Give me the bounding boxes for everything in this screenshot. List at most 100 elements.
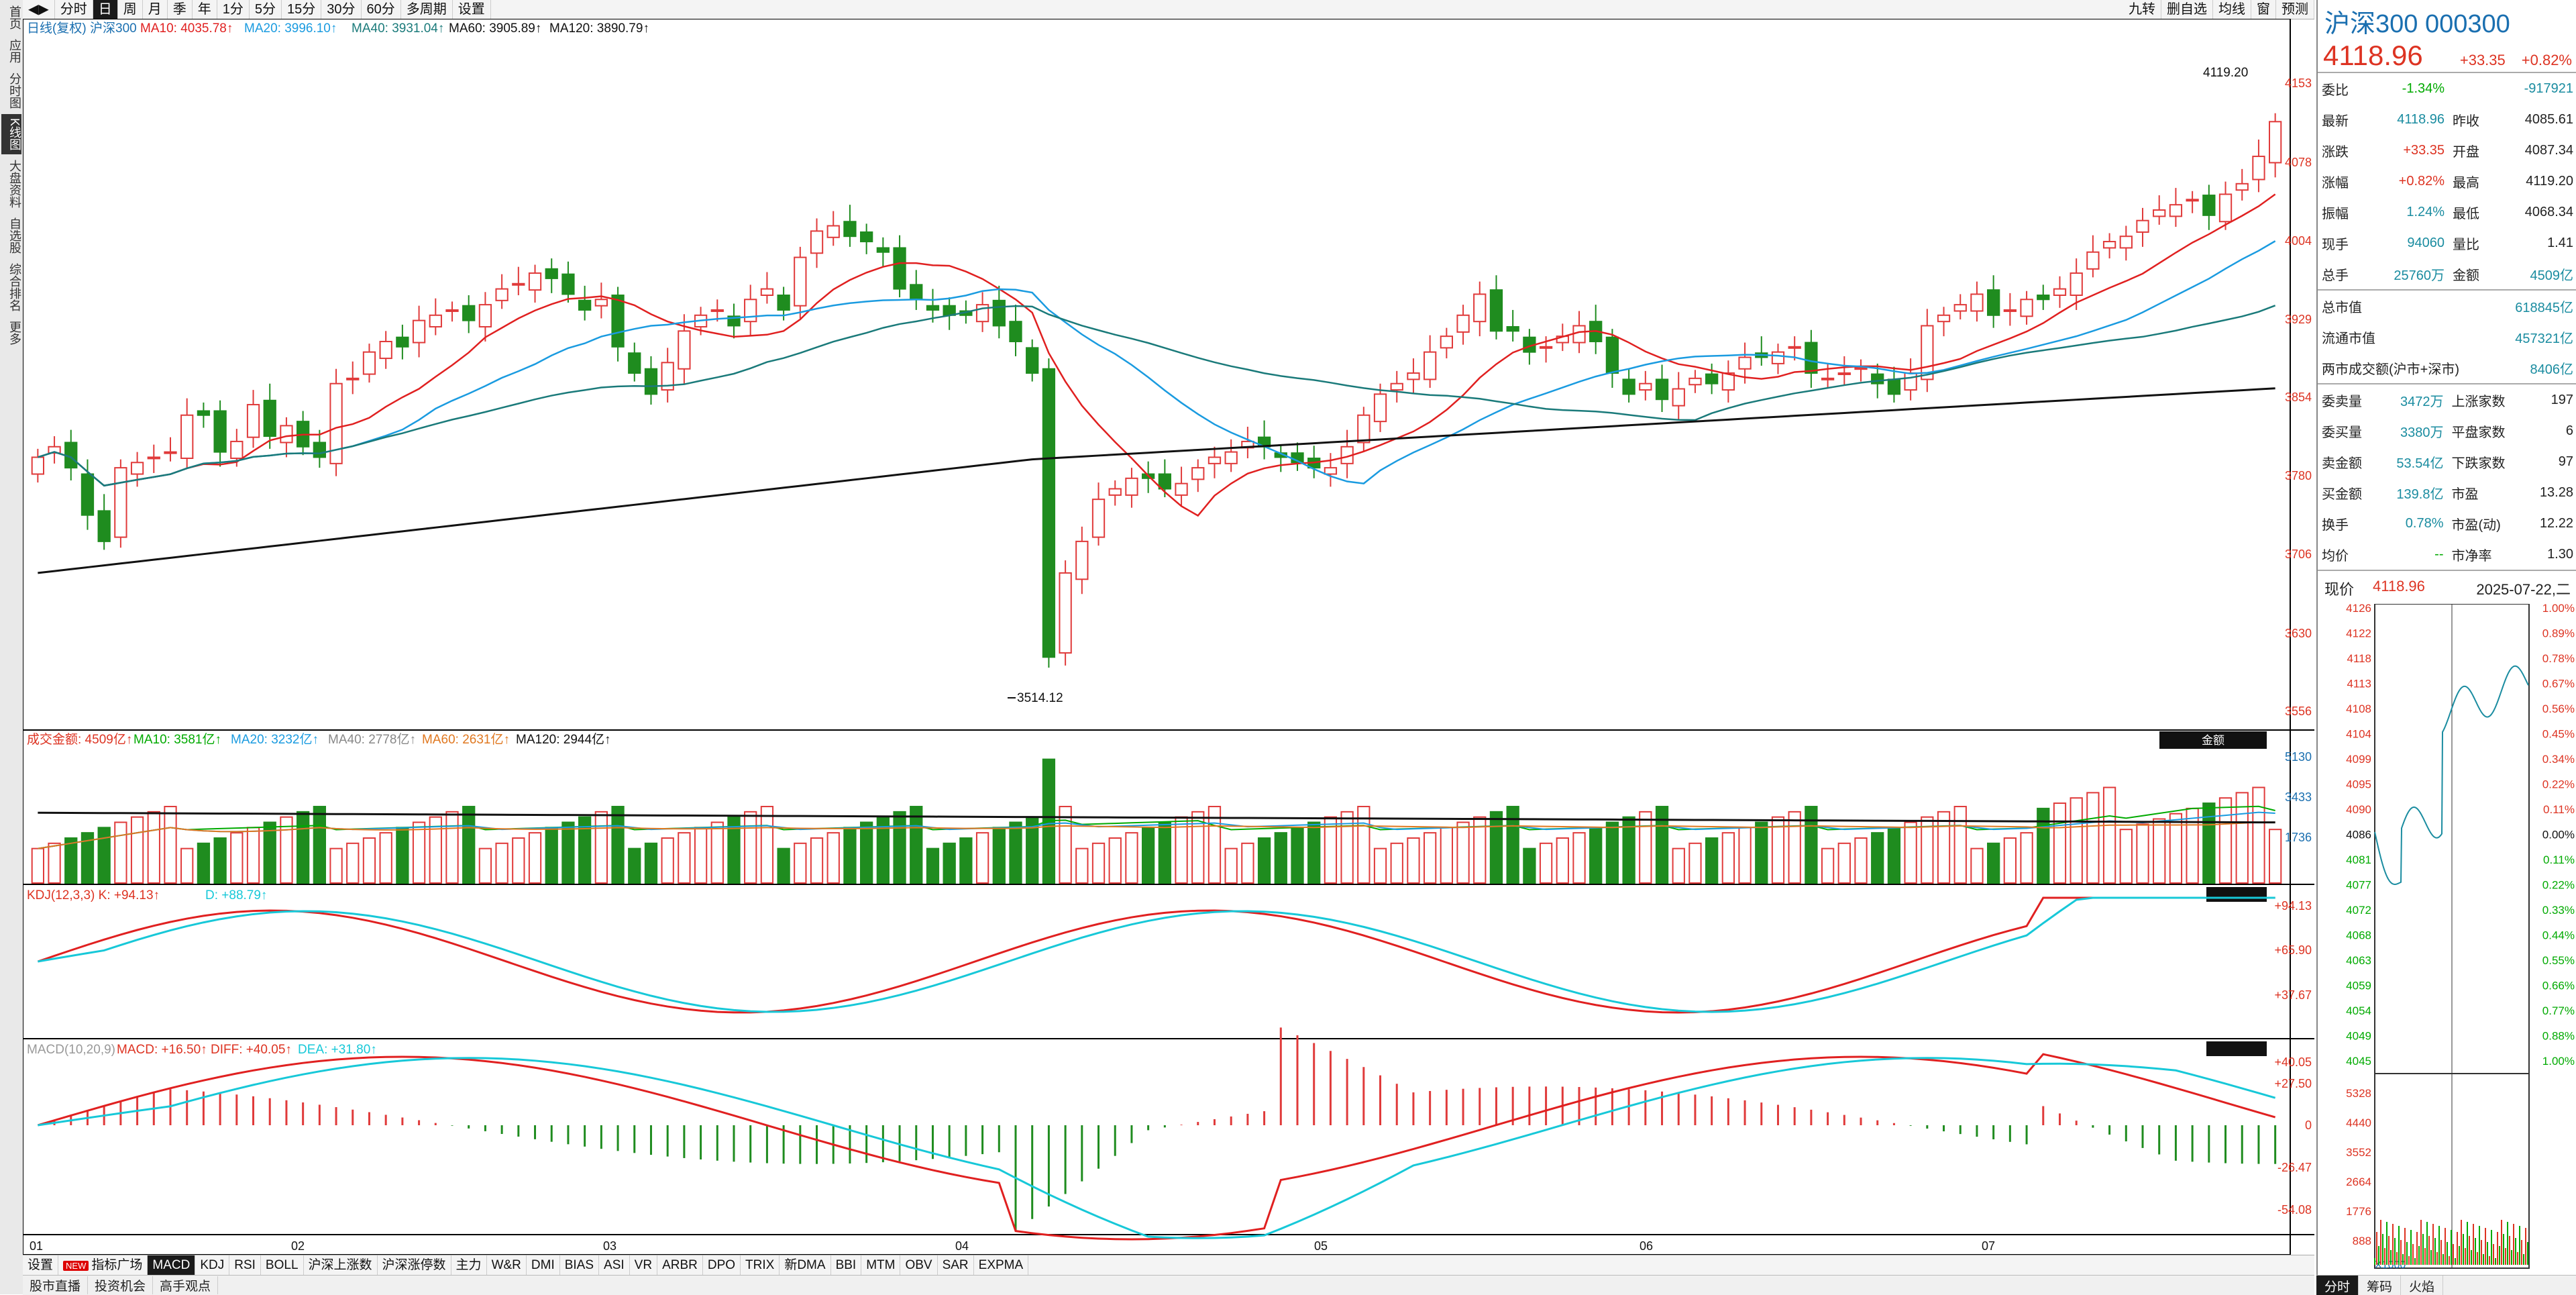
volume-bar <box>1755 821 1768 884</box>
indicator-tab[interactable]: TRIX <box>741 1255 780 1276</box>
mini-pct-label: 0.88% <box>2542 1030 2575 1043</box>
candle-body <box>2136 219 2149 233</box>
volume-bar <box>760 806 774 884</box>
toolbar-right-button[interactable]: 窗 <box>2251 0 2276 19</box>
period-tab[interactable]: 5分 <box>250 0 282 19</box>
quote-label: 流通市值 <box>2322 331 2375 346</box>
period-tab[interactable]: 周 <box>118 0 143 19</box>
nav-back-icon[interactable]: ◀▶ <box>23 0 55 19</box>
indicator-tab-label: 沪深上涨数 <box>308 1258 372 1272</box>
mini-price-label: 4099 <box>2346 753 2371 766</box>
quote-row: 两市成交额(沪市+深市) 8406亿 <box>2318 352 2576 383</box>
panel-bottom-tab[interactable]: 分时 <box>2316 1276 2359 1295</box>
indicator-tab[interactable]: BBI <box>831 1255 862 1276</box>
period-tab[interactable]: 多周期 <box>401 0 453 19</box>
ma20-label: MA20: 3996.10↑ <box>244 21 337 36</box>
quote-value: 97 <box>2558 454 2573 469</box>
toolbar-right-button[interactable]: 均线 <box>2213 0 2251 19</box>
macd-axis-label: 0 <box>2305 1119 2312 1132</box>
period-tab[interactable]: 15分 <box>282 0 322 19</box>
indicator-tab[interactable]: DPO <box>703 1255 741 1276</box>
indicator-tab[interactable]: VR <box>630 1255 658 1276</box>
period-tab[interactable]: 月 <box>143 0 168 19</box>
quote-value: -- <box>2434 546 2444 562</box>
indicator-tab[interactable]: MTM <box>861 1255 901 1276</box>
indicator-tab[interactable]: MACD <box>148 1255 196 1276</box>
left-nav-item[interactable]: 应用 <box>8 39 21 63</box>
bottom-link[interactable]: 高手观点 <box>153 1276 219 1294</box>
left-nav-item[interactable]: 分时图 <box>8 72 21 109</box>
kline-chart-area[interactable]: 日线(复权) 沪深300 MA10: 4035.78↑ MA20: 3996.10↑ M… <box>23 19 2314 1255</box>
left-nav-item[interactable]: 首页 <box>8 5 21 30</box>
candle-body <box>2070 272 2083 296</box>
indicator-tab[interactable]: DMI <box>527 1255 560 1276</box>
indicator-tab[interactable]: 沪深涨停数 <box>378 1255 451 1276</box>
indicator-tab-label: BIAS <box>564 1258 594 1272</box>
indicator-tab-label: MTM <box>866 1258 896 1272</box>
indicator-tab[interactable]: BOLL <box>261 1255 304 1276</box>
candle-body <box>2119 236 2133 249</box>
indicator-tab[interactable]: OBV <box>900 1255 938 1276</box>
quote-value: 4119.20 <box>2526 173 2573 189</box>
left-nav-item[interactable]: 大盘资料 <box>8 160 21 209</box>
indicator-tab[interactable]: ARBR <box>657 1255 703 1276</box>
indicator-tab[interactable]: 主力 <box>451 1255 487 1276</box>
indicator-tab-label: MACD <box>152 1258 191 1272</box>
chart-frame <box>23 19 2291 1255</box>
period-tab[interactable]: 1分 <box>217 0 250 19</box>
candle-body <box>329 382 343 464</box>
indicator-tab[interactable]: 新DMA <box>780 1255 831 1276</box>
indicator-tab[interactable]: KDJ <box>195 1255 230 1276</box>
quote-title: 沪深300 000300 <box>2324 10 2510 38</box>
indicator-tab[interactable]: NEW 指标广场 <box>58 1255 148 1276</box>
panel-bottom-tab[interactable]: 火焰 <box>2401 1276 2444 1295</box>
volume-bar <box>694 827 708 884</box>
mini-price-label: 4104 <box>2346 728 2371 741</box>
indicator-tab[interactable]: ASI <box>599 1255 630 1276</box>
volume-bar <box>1837 842 1851 884</box>
indicator-tab[interactable]: W&R <box>487 1255 527 1276</box>
left-nav-item[interactable]: 更多 <box>8 321 21 346</box>
period-tab[interactable]: 60分 <box>362 0 401 19</box>
period-tab[interactable]: 分时 <box>55 0 93 19</box>
mini-pct-label: 0.77% <box>2542 1004 2575 1017</box>
candle-body <box>744 299 757 323</box>
period-tab[interactable]: 设置 <box>453 0 491 19</box>
bottom-link[interactable]: 投资机会 <box>88 1276 154 1294</box>
candle-body <box>313 442 326 458</box>
period-tab[interactable]: 季 <box>168 0 193 19</box>
indicator-tab[interactable]: 沪深上涨数 <box>304 1255 378 1276</box>
mini-pct-label: 0.11% <box>2543 853 2575 866</box>
toolbar-right-button[interactable]: 九转 <box>2123 0 2161 19</box>
mini-pct-label: 0.22% <box>2542 879 2575 892</box>
candle-body <box>213 410 227 453</box>
price-axis-label: 3780 <box>2285 469 2312 482</box>
quote-label: 两市成交额(沪市+深市) <box>2322 362 2459 377</box>
volume-bar <box>1987 842 2000 884</box>
toolbar-right-button[interactable]: 预测 <box>2276 0 2314 19</box>
quote-row: 委买量 3380万 平盘家数 6 <box>2318 415 2576 446</box>
kdj-axis-label: +94.13 <box>2274 899 2312 913</box>
left-nav-item[interactable]: K线图 <box>1 114 21 155</box>
volume-bar <box>1805 806 1818 884</box>
indicator-tab[interactable]: SAR <box>938 1255 974 1276</box>
candle-body <box>1970 293 1984 312</box>
mini-pct-label: 0.89% <box>2542 627 2575 640</box>
indicator-tab[interactable]: RSI <box>229 1255 261 1276</box>
left-nav-item[interactable]: 自选股 <box>8 217 21 254</box>
bottom-link[interactable]: 股市直播 <box>23 1276 89 1294</box>
indicator-tab-label: 沪深涨停数 <box>382 1258 446 1272</box>
intraday-mini-chart[interactable]: 4126 1.00% 4122 0.89% 4118 0.78% 4113 0.67% 4108… <box>2328 604 2576 1275</box>
period-tab[interactable]: 年 <box>193 0 217 19</box>
left-nav-item[interactable]: 综合排名 <box>8 263 21 312</box>
indicator-tab[interactable]: EXPMA <box>974 1255 1029 1276</box>
period-tab[interactable]: 30分 <box>321 0 362 19</box>
period-tab[interactable]: 日 <box>93 0 118 19</box>
toolbar-right-button[interactable]: 删自选 <box>2161 0 2213 19</box>
indicator-tab[interactable]: BIAS <box>560 1255 600 1276</box>
volume-bar <box>2136 823 2149 884</box>
panel-bottom-tab[interactable]: 筹码 <box>2359 1276 2402 1295</box>
indicator-tab[interactable]: 设置 <box>23 1255 59 1276</box>
vol-ma60-label: MA60: 2631亿↑ <box>422 732 510 747</box>
candle-body <box>445 309 459 312</box>
